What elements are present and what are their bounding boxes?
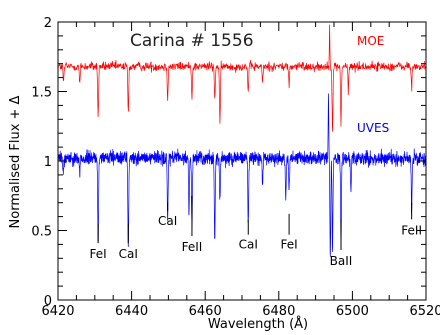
- y-tick-label: 1: [44, 155, 52, 170]
- y-tick-label: 0.5: [31, 225, 52, 240]
- axis-ticks: 6420 6440 6460 6480 6500 6520 0 0.5 1 1.5 2: [31, 16, 440, 319]
- series-line-uves: [57, 93, 427, 257]
- x-tick-label: 6500: [336, 304, 369, 319]
- x-tick-label: 6480: [262, 304, 295, 319]
- x-tick-label: 6520: [409, 304, 440, 319]
- series-label-uves: UVES: [357, 121, 389, 135]
- line-id-label: CaI: [158, 214, 177, 228]
- series-layer: [57, 24, 427, 257]
- series-label-moe: MOE: [357, 34, 384, 48]
- x-tick-label: 6460: [189, 304, 222, 319]
- x-tick-label: 6420: [41, 304, 74, 319]
- y-axis-title: Normalised Flux + Δ: [8, 95, 23, 228]
- line-identification-layer: FeI CaI CaI FeII CaI FeI BaII FeII: [90, 195, 422, 268]
- line-id-label: FeI: [281, 237, 298, 251]
- x-tick-label: 6440: [115, 304, 148, 319]
- x-axis-title: Wavelength (Å): [208, 316, 308, 332]
- line-id-label: CaI: [239, 237, 258, 251]
- line-id-label: FeII: [182, 240, 203, 254]
- line-id-label: CaI: [119, 247, 138, 261]
- y-tick-label: 1.5: [31, 86, 52, 101]
- y-tick-label: 2: [44, 16, 52, 31]
- series-line-moe: [57, 24, 427, 132]
- chart-title: Carina # 1556: [130, 31, 254, 51]
- line-id-label: FeII: [401, 224, 422, 238]
- line-id-label: FeI: [90, 247, 107, 261]
- y-tick-label: 0: [44, 294, 52, 309]
- line-id-label: BaII: [330, 254, 353, 268]
